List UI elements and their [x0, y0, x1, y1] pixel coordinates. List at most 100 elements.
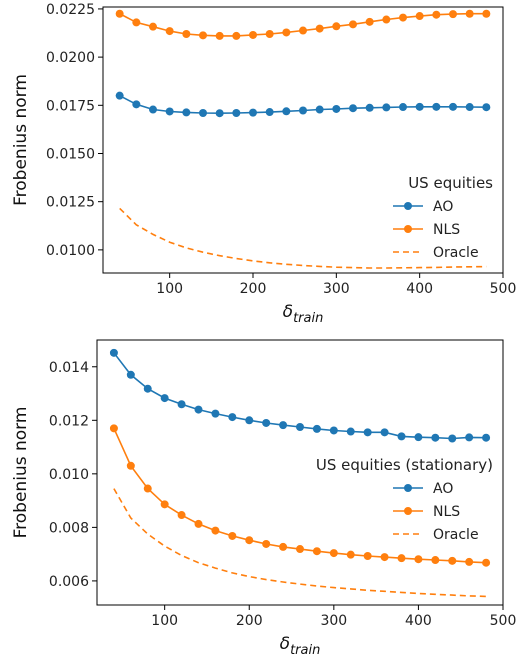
y-tick-label: 0.0200 — [46, 50, 95, 66]
data-point — [249, 30, 257, 39]
data-point — [397, 432, 406, 441]
x-tick-label: 100 — [156, 281, 183, 297]
x-axis-label: δtrain — [280, 634, 321, 656]
x-tick-label: 200 — [236, 613, 263, 629]
data-point — [115, 91, 124, 100]
data-point — [299, 106, 307, 115]
data-point — [415, 12, 424, 21]
data-point — [332, 104, 341, 113]
legend-label: Oracle — [433, 245, 479, 261]
data-point — [482, 433, 491, 442]
plot-frame — [102, 6, 504, 274]
data-point — [211, 409, 220, 418]
data-point — [126, 461, 135, 470]
data-point — [132, 100, 141, 109]
data-point — [349, 20, 357, 29]
y-tick-label: 0.0225 — [46, 2, 95, 18]
data-point — [232, 109, 241, 118]
series-ao — [115, 91, 491, 118]
data-point — [282, 28, 291, 37]
legend-marker — [404, 202, 412, 210]
plot-frame — [96, 339, 504, 606]
data-point — [279, 542, 288, 551]
data-point — [194, 519, 203, 528]
data-point — [177, 400, 186, 409]
x-tick-label: 300 — [320, 613, 347, 629]
data-point — [312, 547, 321, 556]
data-point — [296, 545, 304, 554]
legend-marker — [404, 507, 412, 515]
y-axis-label: Frobenius norm — [11, 74, 31, 206]
data-point — [465, 103, 474, 112]
series-oracle — [113, 488, 487, 598]
data-point — [363, 552, 372, 561]
data-point — [143, 384, 152, 393]
series-ao — [109, 348, 491, 443]
data-point — [315, 24, 324, 33]
data-point — [349, 104, 357, 113]
data-point — [160, 394, 169, 403]
data-point — [332, 22, 341, 31]
data-point — [399, 103, 407, 112]
data-point — [143, 484, 152, 493]
data-point — [465, 557, 474, 566]
chart-panel-1: 100 200 300 400 500 0.0100 0.0125 0.0150 0.0175 0… — [11, 2, 516, 326]
data-point — [365, 17, 374, 26]
data-point — [165, 107, 174, 116]
data-point — [465, 433, 474, 442]
data-point — [215, 109, 224, 118]
legend-label: AO — [433, 481, 453, 497]
data-point — [249, 108, 257, 117]
y-tick-label: 0.014 — [49, 360, 89, 376]
data-point — [329, 426, 338, 435]
y-tick-label: 0.0175 — [46, 98, 95, 114]
data-point — [215, 31, 224, 40]
data-point — [346, 550, 355, 559]
data-point — [448, 434, 457, 443]
legend-label: AO — [433, 199, 453, 215]
data-point — [397, 554, 406, 563]
legend-entry-ao: AO — [393, 199, 453, 215]
data-point — [365, 103, 374, 112]
legend-entry-oracle: Oracle — [393, 527, 479, 543]
legend-entry-nls: NLS — [393, 504, 460, 520]
data-point — [211, 526, 220, 535]
data-point — [415, 102, 424, 111]
data-point — [482, 103, 491, 112]
data-point — [265, 29, 274, 38]
data-point — [414, 555, 423, 564]
data-point — [380, 428, 389, 437]
data-point — [262, 539, 271, 548]
data-point — [382, 103, 391, 112]
data-point — [228, 531, 237, 540]
data-point — [414, 433, 423, 442]
data-point — [228, 413, 237, 422]
data-point — [149, 105, 157, 114]
data-point — [432, 10, 441, 19]
chart-panel-2: 100 200 300 400 500 0.006 0.008 0.010 0.012 0.014… — [11, 339, 516, 656]
data-point — [296, 422, 304, 431]
y-tick-label: 0.010 — [49, 467, 89, 483]
y-tick-label: 0.008 — [49, 520, 89, 536]
data-point — [482, 558, 491, 567]
data-point — [465, 9, 474, 18]
y-axis-label: Frobenius norm — [11, 407, 31, 539]
data-point — [232, 31, 241, 40]
x-axis-label: δtrain — [283, 302, 324, 326]
series-nls — [115, 9, 491, 40]
legend-entry-ao: AO — [393, 481, 453, 497]
data-point — [149, 22, 157, 31]
data-point — [126, 370, 135, 379]
data-point — [160, 500, 169, 509]
legend-marker — [404, 225, 412, 233]
data-point — [382, 15, 391, 24]
x-tick-label: 300 — [323, 281, 350, 297]
data-point — [177, 511, 186, 520]
data-point — [115, 9, 124, 18]
data-point — [449, 102, 457, 111]
data-point — [312, 424, 321, 433]
data-point — [482, 9, 491, 18]
x-tick-label: 400 — [405, 613, 432, 629]
data-point — [199, 109, 207, 118]
